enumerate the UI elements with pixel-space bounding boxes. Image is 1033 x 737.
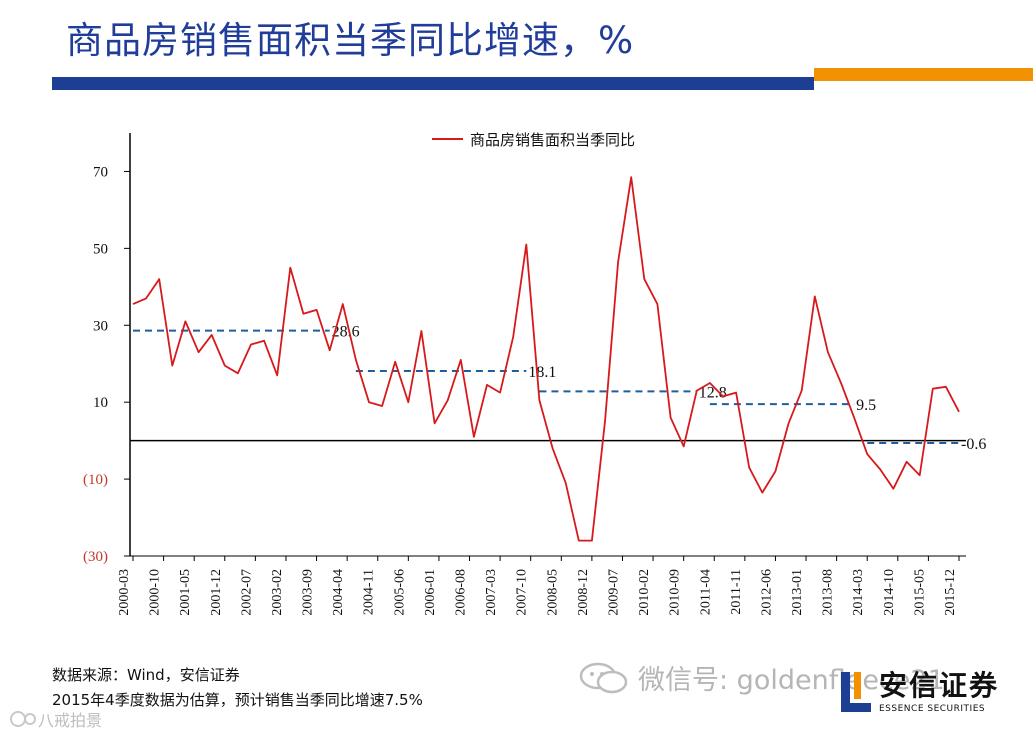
x-axis-ticks: 2000-03 2000-10 2001-05 2001-12 2002-07 2003-…: [117, 556, 960, 616]
y-tick-label: (10): [83, 472, 108, 488]
x-tick-label: 2009-07: [606, 569, 621, 616]
x-tick-label: 2006-08: [454, 569, 469, 616]
x-tick-label: 2004-04: [331, 569, 346, 616]
series-line: [132, 176, 960, 542]
logo-mark-icon: [841, 672, 871, 712]
x-tick-label: 2000-03: [117, 569, 132, 616]
x-tick-label: 2003-09: [301, 569, 316, 616]
chart-footer: 数据来源：Wind，安信证券 2015年4季度数据为估算，预计销售当季同比增速7…: [52, 663, 423, 713]
x-tick-label: 2008-05: [545, 569, 560, 616]
reference-label: 18.1: [528, 364, 556, 381]
wechat-icon: [579, 662, 628, 693]
y-tick-label: 10: [93, 395, 108, 411]
reference-label: 28.6: [332, 324, 360, 341]
x-tick-label: 2007-10: [515, 569, 530, 616]
x-tick-label: 2002-07: [239, 569, 254, 616]
x-tick-label: 2015-05: [912, 569, 927, 616]
reference-lines: 28.6 18.1 12.8 9.5 -0.6: [133, 324, 986, 453]
x-tick-label: 2011-04: [698, 569, 713, 615]
camera-icon: [10, 711, 36, 727]
y-tick-label: 70: [93, 164, 108, 180]
legend-label: 商品房销售面积当季同比: [470, 131, 635, 149]
y-axis-ticks: 70 50 30 10 (10) (30): [83, 164, 130, 565]
header-band-blue: [52, 77, 814, 90]
x-tick-label: 2006-01: [423, 569, 438, 616]
x-tick-label: 2012-06: [759, 569, 774, 616]
reference-label: -0.6: [961, 436, 986, 453]
x-tick-label: 2013-01: [790, 569, 805, 616]
x-tick-label: 2001-12: [209, 569, 224, 616]
x-tick-label: 2013-08: [821, 569, 836, 616]
page-title: 商品房销售面积当季同比增速，%: [66, 19, 635, 62]
reference-label: 9.5: [856, 397, 876, 414]
y-tick-label: 50: [93, 241, 108, 257]
reference-label: 12.8: [699, 384, 727, 401]
x-tick-label: 2004-11: [362, 569, 377, 615]
x-tick-label: 2003-02: [270, 569, 285, 616]
x-tick-label: 2015-12: [943, 569, 958, 616]
x-tick-label: 2014-03: [851, 569, 866, 616]
x-tick-label: 2011-11: [729, 569, 744, 615]
corner-watermark-text: 八戒拍景: [38, 711, 103, 730]
company-logo: 安信证券 ESSENCE SECURITIES: [841, 670, 999, 714]
chart-legend: 商品房销售面积当季同比: [432, 131, 635, 149]
x-tick-label: 2000-10: [148, 569, 163, 616]
x-tick-label: 2007-03: [484, 569, 499, 616]
x-tick-label: 2005-06: [392, 569, 407, 616]
logo-name-cn: 安信证券: [879, 669, 1000, 702]
x-tick-label: 2008-12: [576, 569, 591, 616]
x-tick-label: 2001-05: [178, 569, 193, 616]
series-group: [132, 176, 960, 542]
source-note: 数据来源：Wind，安信证券: [52, 666, 240, 684]
chart-axes: [129, 133, 966, 557]
wechat-id: 微信号: goldenfleece21: [638, 665, 945, 696]
x-tick-label: 2010-09: [668, 569, 683, 616]
logo-name-en: ESSENCE SECURITIES: [879, 704, 986, 714]
corner-watermark: 八戒拍景: [8, 707, 102, 731]
x-tick-label: 2014-10: [882, 569, 897, 616]
estimate-note: 2015年4季度数据为估算，预计销售当季同比增速7.5%: [52, 691, 423, 709]
y-tick-label: (30): [83, 549, 108, 565]
header-band-orange: [814, 68, 1033, 81]
y-tick-label: 30: [93, 318, 108, 334]
x-tick-label: 2010-02: [637, 569, 652, 616]
wechat-watermark: 微信号: goldenfleece21: [578, 658, 945, 697]
